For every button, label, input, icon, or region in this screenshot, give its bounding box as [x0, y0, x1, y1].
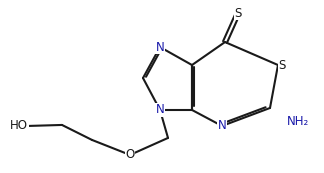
Text: O: O — [125, 148, 135, 161]
Text: N: N — [156, 103, 164, 116]
Text: S: S — [279, 58, 286, 71]
Text: N: N — [156, 40, 164, 54]
Text: S: S — [234, 7, 242, 20]
Text: NH₂: NH₂ — [286, 115, 309, 128]
Text: HO: HO — [10, 119, 28, 133]
Text: N: N — [218, 119, 226, 133]
